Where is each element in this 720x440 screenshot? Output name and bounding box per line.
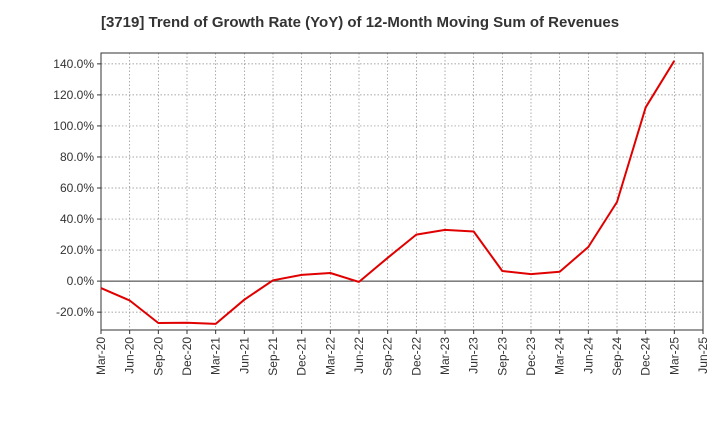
x-tick-label: Dec-24: [639, 337, 653, 376]
y-tick-label: 40.0%: [60, 212, 94, 226]
x-tick-label: Sep-21: [266, 337, 280, 376]
y-tick-label: 80.0%: [60, 150, 94, 164]
x-tick-label: Dec-21: [295, 337, 309, 376]
x-tick-label: Dec-23: [524, 337, 538, 376]
y-tick-label: 120.0%: [53, 88, 94, 102]
x-tick-label: Jun-20: [123, 337, 137, 374]
x-tick-label: Jun-22: [352, 337, 366, 374]
x-tick-label: Jun-24: [581, 337, 595, 374]
y-tick-label: 0.0%: [67, 274, 95, 288]
x-tick-label: Sep-22: [381, 337, 395, 376]
x-tick-label: Dec-20: [180, 337, 194, 376]
x-tick-label: Mar-22: [323, 337, 337, 375]
x-tick-label: Jun-23: [467, 337, 481, 374]
plot-frame: [100, 52, 704, 331]
tick-labels: -20.0% 0.0% 20.0% 40.0% 60.0% 80.0% 100.0% 120.…: [53, 57, 710, 376]
x-tick-label: Mar-25: [667, 337, 681, 375]
x-tick-label: Jun-25: [696, 337, 710, 374]
y-tick-label: 20.0%: [60, 243, 94, 257]
x-tick-label: Mar-20: [94, 337, 108, 375]
x-tick-label: Jun-21: [237, 337, 251, 374]
x-tick-label: Sep-23: [495, 337, 509, 376]
x-tick-label: Sep-24: [610, 337, 624, 376]
x-tick-label: Mar-24: [553, 337, 567, 375]
y-tick-label: 100.0%: [53, 119, 94, 133]
x-tick-label: Mar-23: [438, 337, 452, 375]
axes: [97, 52, 704, 334]
x-tick-label: Sep-20: [151, 337, 165, 376]
y-tick-label: -20.0%: [56, 305, 94, 319]
y-tick-label: 60.0%: [60, 181, 94, 195]
x-tick-label: Dec-22: [409, 337, 423, 376]
x-tick-label: Mar-21: [209, 337, 223, 375]
grid: [100, 53, 704, 330]
series: [100, 60, 676, 325]
chart-title: [3719] Trend of Growth Rate (YoY) of 12-…: [100, 14, 620, 31]
y-tick-label: 140.0%: [53, 57, 94, 71]
